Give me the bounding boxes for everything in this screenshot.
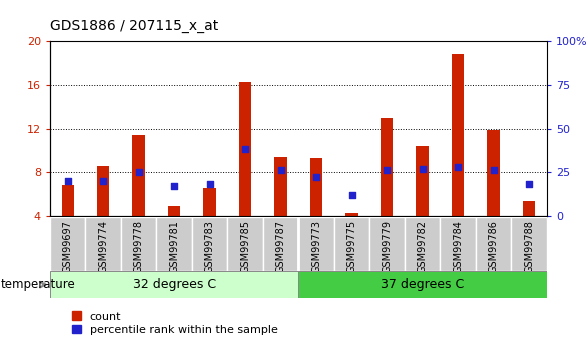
Point [312,175,321,180]
Text: temperature: temperature [1,278,75,291]
Point [63,178,72,184]
Text: GSM99783: GSM99783 [205,220,215,273]
Point [347,192,356,197]
Bar [62,185,74,216]
Point [276,168,285,173]
Bar [168,206,181,216]
Text: GSM99784: GSM99784 [453,220,463,273]
Text: GSM99778: GSM99778 [133,220,143,273]
Text: GDS1886 / 207115_x_at: GDS1886 / 207115_x_at [50,19,218,33]
Bar [298,271,547,298]
Text: GSM99787: GSM99787 [276,220,286,273]
Bar [476,217,512,271]
Text: 32 degrees C: 32 degrees C [133,278,216,291]
Bar [523,201,535,216]
Bar [310,158,322,216]
Bar [275,157,287,216]
Bar [298,217,334,271]
Bar [381,118,393,216]
Point [489,168,498,173]
Text: GSM99782: GSM99782 [417,220,427,273]
Bar [263,217,298,271]
Bar [452,55,465,216]
Bar [512,217,547,271]
Text: GSM99774: GSM99774 [98,220,108,273]
Text: GSM99779: GSM99779 [382,220,392,273]
Bar [334,217,369,271]
Point [382,168,392,173]
Text: GSM99697: GSM99697 [63,220,73,273]
Text: GSM99773: GSM99773 [311,220,321,273]
Point [169,183,179,189]
Legend: count, percentile rank within the sample: count, percentile rank within the sample [67,307,282,339]
Text: GSM99786: GSM99786 [489,220,499,273]
Bar [345,214,358,216]
Bar [97,166,109,216]
Point [99,178,108,184]
Point [205,181,215,187]
Bar [239,82,252,216]
Bar [440,217,476,271]
Text: 37 degrees C: 37 degrees C [381,278,465,291]
Point [240,147,250,152]
Bar [192,217,228,271]
Bar [228,217,263,271]
Bar [50,217,85,271]
Text: GSM99781: GSM99781 [169,220,179,273]
Bar [203,188,216,216]
Bar [369,217,405,271]
Bar [132,135,145,216]
Point [524,181,534,187]
Text: GSM99775: GSM99775 [347,220,357,273]
Bar [156,217,192,271]
Bar [50,271,298,298]
Point [418,166,427,171]
Bar [416,146,429,216]
Bar [85,217,121,271]
Text: GSM99785: GSM99785 [240,220,250,273]
Text: GSM99788: GSM99788 [524,220,534,273]
Bar [487,130,500,216]
Bar [121,217,156,271]
Bar [405,217,440,271]
Point [134,169,143,175]
Point [453,164,463,170]
